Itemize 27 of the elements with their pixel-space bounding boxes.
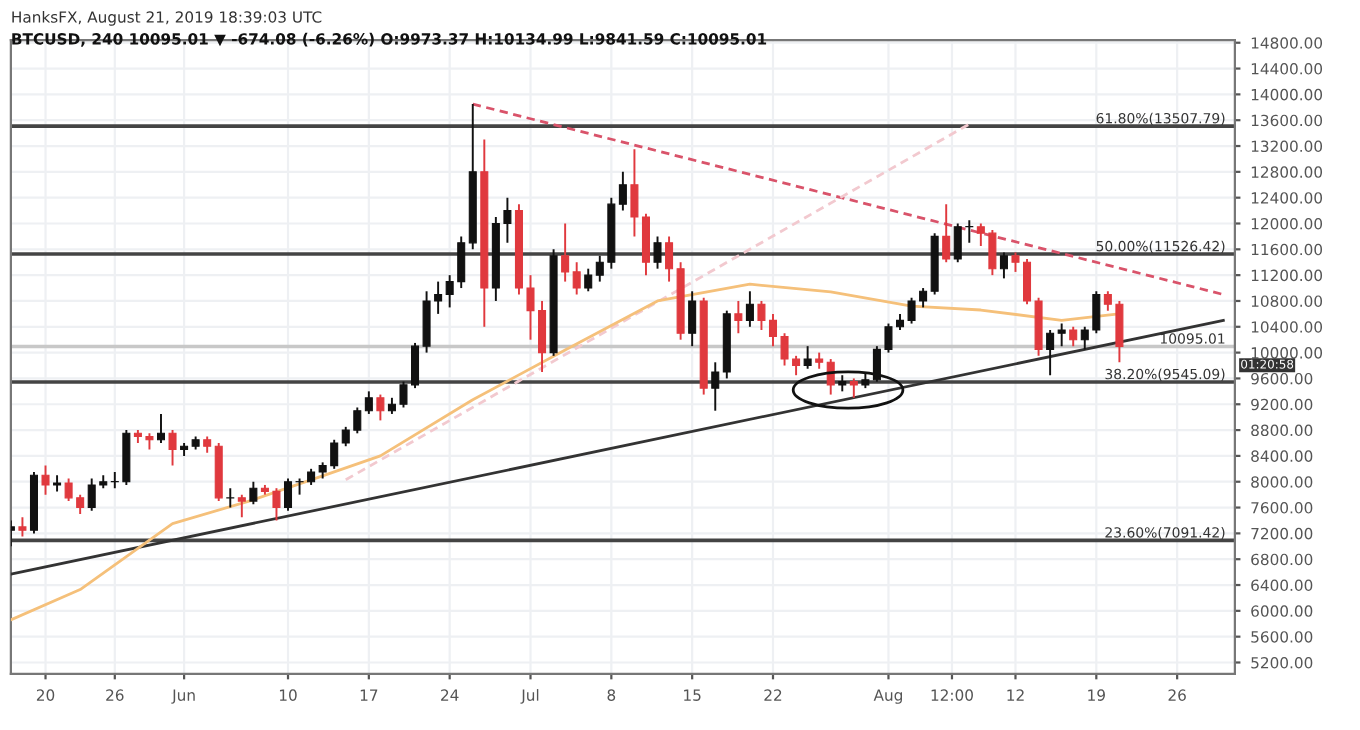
candlestick <box>711 361 720 412</box>
candlestick <box>849 377 858 399</box>
candlestick <box>1057 322 1066 348</box>
candlestick <box>41 464 50 496</box>
candlestick <box>572 261 581 296</box>
candlestick <box>584 267 593 293</box>
candlestick <box>653 235 662 270</box>
candlestick <box>156 412 166 444</box>
candlestick <box>734 300 743 335</box>
candlestick <box>745 290 754 328</box>
candlestick <box>168 429 177 467</box>
candlestick <box>826 358 835 396</box>
candlestick <box>1046 329 1055 377</box>
candlestick <box>376 393 385 422</box>
candlestick <box>942 203 951 264</box>
candlestick <box>999 251 1008 280</box>
candlestick <box>688 290 697 348</box>
candlestick <box>249 480 258 506</box>
candlestick <box>226 487 235 509</box>
candlestick <box>237 493 246 519</box>
candlestick <box>803 345 812 370</box>
candlestick <box>618 170 627 212</box>
candlestick <box>1069 325 1078 348</box>
candlestick <box>364 390 373 415</box>
candlestick <box>561 222 570 283</box>
candlestick <box>665 235 674 283</box>
candlestick <box>18 516 27 538</box>
